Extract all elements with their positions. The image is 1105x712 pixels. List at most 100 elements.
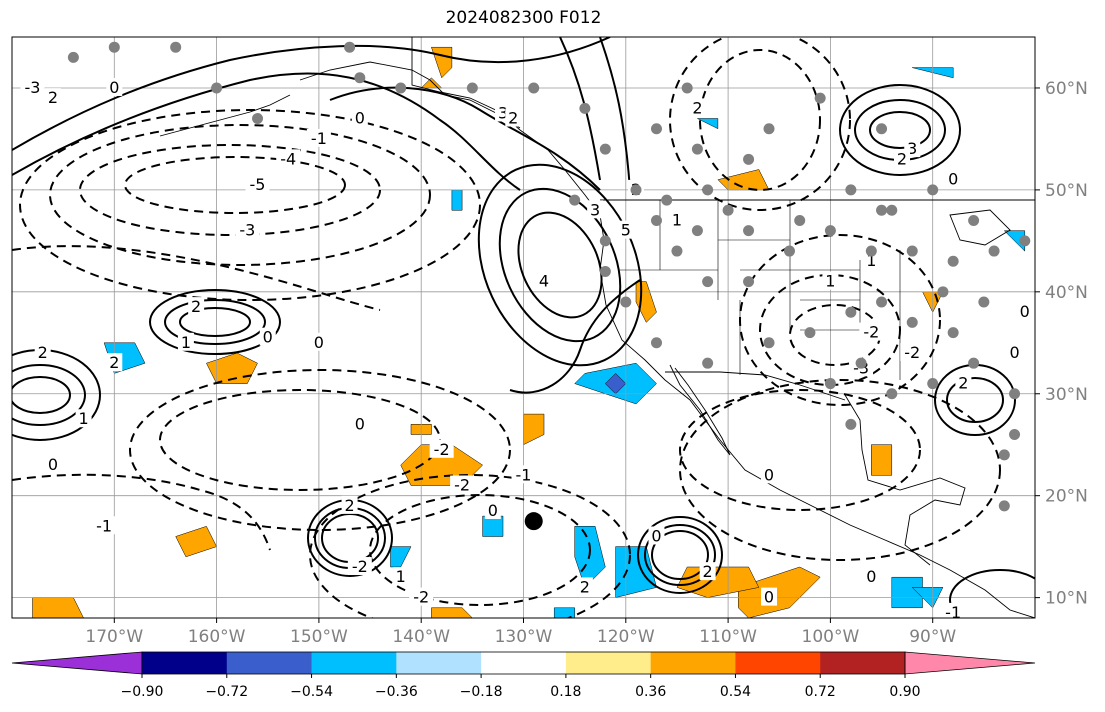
station-marker <box>1019 235 1031 247</box>
colorbar: −0.90 −0.72 −0.54 −0.36 −0.18 0.18 0.36 0.54 0.7… <box>11 651 1036 700</box>
station-marker <box>998 449 1010 461</box>
contour-label: 0 <box>866 567 876 586</box>
contour-label: 3 <box>907 139 917 158</box>
colorbar-extend-high <box>904 651 1036 675</box>
station-marker <box>691 143 703 155</box>
contour-high-hudson <box>869 111 931 149</box>
contour-label-background <box>894 149 911 168</box>
station-marker <box>630 184 642 196</box>
contour-low-east-pacific <box>637 516 723 594</box>
colorbar-tick-label: 0.90 <box>889 684 920 700</box>
station-marker <box>599 143 611 155</box>
contour-label: 0 <box>1009 343 1019 362</box>
contour-labels: 21 022-3-5-4-10-3200-2010-1-2-102-2-21202… <box>20 77 1033 618</box>
station-marker <box>845 418 857 430</box>
contour-label: 2 <box>958 374 968 393</box>
contour-label: 0 <box>314 333 324 352</box>
contour-low-subtropic <box>129 369 511 531</box>
contour-label: 4 <box>539 272 549 291</box>
contour-east-atlantic <box>946 377 1004 423</box>
shaded-anomaly-region <box>697 118 719 130</box>
latitude-tick-labels: 10°N 20°N 30°N 40°N 50°N 60°N <box>1035 79 1088 609</box>
contour-label-background <box>900 342 925 361</box>
contour-label: 2 <box>703 562 713 581</box>
colorbar-segment <box>396 652 482 674</box>
map-title: 2024082300 F012 <box>445 8 602 28</box>
colorbar-tick-label: −0.54 <box>290 684 333 700</box>
longitude-tick-labels: 170°W 160°W 150°W 140°W 130°W 120°W 110°W 100°W… <box>85 618 956 647</box>
station-marker <box>968 357 980 369</box>
shaded-anomaly-region <box>871 444 893 476</box>
station-marker <box>528 82 540 94</box>
station-marker <box>824 225 836 237</box>
station-marker <box>395 82 407 94</box>
contour-label: 2 <box>48 88 58 107</box>
contour-label: 1 <box>79 409 89 428</box>
contour-label-background <box>106 353 123 372</box>
contour-label: 3 <box>498 103 508 122</box>
contour-label-background <box>235 220 260 239</box>
contour-label-background <box>699 562 716 581</box>
contour-caribbean <box>949 569 1035 618</box>
shaded-anomaly-region <box>451 189 463 211</box>
longitude-tick-label: 110°W <box>699 627 757 647</box>
contour-label-background <box>955 373 972 392</box>
contour-low-mexico <box>679 379 1001 561</box>
contour-label-background <box>188 297 205 316</box>
contour-label-background <box>511 465 536 484</box>
latitude-tick-label: 30°N <box>1045 385 1088 405</box>
contour-label: 0 <box>488 501 498 520</box>
colorbar-tick-label: −0.18 <box>460 684 503 700</box>
station-marker <box>947 255 959 267</box>
contour-label-background <box>347 557 372 576</box>
station-marker <box>876 123 888 135</box>
station-marker <box>211 82 223 94</box>
contour-alaska-ridge <box>559 37 601 181</box>
shaded-anomaly-region <box>431 607 473 618</box>
contour-label-background <box>668 210 685 229</box>
contour-label-background <box>1006 342 1023 361</box>
colorbar-segment <box>481 652 567 674</box>
contour-label: 5 <box>621 221 631 240</box>
contour-low-tropics <box>369 494 591 606</box>
contour-low-east-pacific <box>651 530 709 580</box>
station-marker <box>927 184 939 196</box>
contour-label-background <box>1016 302 1033 321</box>
station-marker <box>988 245 1000 257</box>
station-marker <box>906 316 918 328</box>
contour-label-background <box>44 88 61 107</box>
contour-low-canada <box>669 37 851 211</box>
contour-label: 1 <box>866 251 876 270</box>
contour-high-central-pacific <box>179 307 251 337</box>
colorbar-segment <box>820 652 906 674</box>
station-marker <box>599 265 611 277</box>
colorbar-tick-label: −0.90 <box>121 684 164 700</box>
colorbar-extend-low <box>11 651 143 675</box>
station-marker <box>702 357 714 369</box>
station-marker <box>722 204 734 216</box>
contour-label-background <box>689 98 706 117</box>
contour-label-background <box>761 587 778 606</box>
contour-label-background <box>617 220 634 239</box>
contour-label-background <box>92 516 117 535</box>
contour-label-background <box>505 108 522 127</box>
station-marker <box>691 225 703 237</box>
contour-label: 1 <box>672 210 682 229</box>
shaded-anomaly-region <box>738 566 821 618</box>
gulf-coastline <box>844 394 966 566</box>
contour-label: 2 <box>580 577 590 596</box>
contour-label: 2 <box>692 98 702 117</box>
contour-label: -5 <box>250 175 266 194</box>
colorbar-segment <box>142 652 228 674</box>
contour-label-background <box>429 439 454 458</box>
station-marker <box>620 296 632 308</box>
contour-high-central-pacific <box>149 289 281 355</box>
contour-alaska-ridge <box>599 37 631 191</box>
station-marker <box>466 82 478 94</box>
contour-bering-ridge <box>12 72 521 191</box>
contour-low-canada <box>699 49 821 191</box>
contour-label-background <box>822 271 839 290</box>
station-marker <box>783 245 795 257</box>
contour-low-central-us <box>739 234 941 406</box>
station-marker <box>794 214 806 226</box>
